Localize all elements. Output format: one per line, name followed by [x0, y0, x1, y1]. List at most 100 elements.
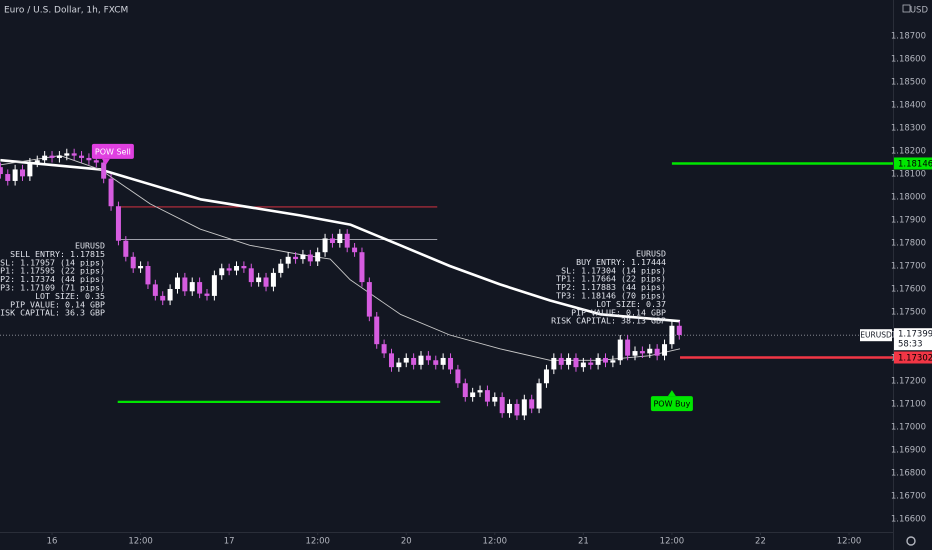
- candle-body: [573, 357, 579, 368]
- candle-body: [86, 157, 92, 161]
- y-tick-label: 1.16600: [891, 514, 926, 524]
- candle-body: [300, 254, 306, 260]
- candle-body: [359, 252, 365, 283]
- candle-body: [440, 357, 446, 365]
- candle-body: [248, 268, 254, 283]
- candle-body: [49, 155, 55, 158]
- signal-info: SELL ENTRY: 1.17815: [10, 249, 105, 259]
- level-tag: [894, 351, 932, 364]
- candle-body: [197, 282, 203, 294]
- candle-body: [617, 339, 623, 361]
- candle-body: [366, 282, 372, 317]
- countdown-label: 58:33: [898, 340, 923, 350]
- chart-title[interactable]: Euro / U.S. Dollar, 1h, FXCM: [4, 6, 128, 16]
- level-tag-label: 1.17302: [898, 354, 932, 364]
- symbol-tag-label: EURUSD: [860, 331, 892, 340]
- candle-body: [56, 155, 62, 158]
- gear[interactable]: [906, 536, 916, 546]
- candle-body: [558, 357, 564, 365]
- candle-body: [492, 397, 498, 402]
- x-tick-label: 21: [578, 537, 589, 547]
- signal-info: SL: 1.17957 (14 pips): [0, 257, 105, 267]
- candle-body: [5, 174, 11, 181]
- signal-info: PIP VALUE: 0.14 GBP: [10, 299, 105, 309]
- signal-info: LOT SIZE: 0.37: [596, 299, 666, 309]
- candle-body: [12, 169, 18, 181]
- candle-body: [403, 357, 409, 363]
- candle-body: [647, 348, 653, 354]
- candle-body: [602, 357, 608, 363]
- candle-body: [669, 325, 675, 345]
- candle-body: [388, 353, 394, 368]
- candle-body: [93, 160, 99, 163]
- signal-pointer: [101, 158, 110, 165]
- candle-body: [433, 360, 439, 365]
- candle-body: [462, 383, 468, 398]
- candle-body: [152, 284, 158, 296]
- candle-body: [654, 348, 660, 356]
- signal-label: POW Sell: [95, 147, 131, 156]
- currency-label[interactable]: USD: [910, 6, 929, 16]
- candle-body: [34, 160, 40, 163]
- signal-info: SL: 1.17304 (14 pips): [561, 265, 666, 275]
- signal-info: EURUSD: [75, 241, 105, 251]
- candle-body: [315, 252, 321, 262]
- candle-body: [499, 397, 505, 414]
- candle-body: [588, 362, 594, 365]
- candle-body: [610, 360, 616, 363]
- candle-body: [189, 282, 195, 292]
- y-tick-label: 1.16700: [891, 491, 926, 501]
- candle-body: [455, 369, 461, 384]
- candle-body: [226, 268, 232, 271]
- candle-body: [211, 275, 217, 296]
- signal-box: [91, 143, 134, 159]
- y-tick-label: 1.18200: [891, 147, 926, 157]
- signal-info: TP2: 1.17883 (44 pips): [556, 282, 666, 292]
- signal-info: RISK CAPITAL: 38.13 GBP: [551, 316, 666, 326]
- y-tick-label: 1.17000: [891, 422, 926, 432]
- candle-body: [145, 266, 151, 285]
- price-tag-label: 1.17399: [898, 330, 932, 340]
- candle-body: [182, 277, 188, 292]
- candle-body: [418, 355, 424, 365]
- candle-body: [543, 369, 549, 384]
- candle-body: [344, 233, 350, 248]
- candle-body: [470, 392, 476, 398]
- signal-info: TP1: 1.17595 (22 pips): [0, 266, 105, 276]
- candle-body: [595, 357, 601, 365]
- candle-body: [374, 316, 380, 345]
- x-tick-label: 16: [47, 537, 58, 547]
- x-tick-label: 12:00: [837, 537, 862, 547]
- signal-info: TP3: 1.18146 (70 pips): [556, 291, 666, 301]
- x-tick-label: 17: [224, 537, 235, 547]
- candle-body: [632, 351, 638, 356]
- x-tick-label: 22: [755, 537, 766, 547]
- x-tick-label: 12:00: [483, 537, 508, 547]
- candle-body: [241, 266, 247, 269]
- signal-label: POW Buy: [653, 400, 690, 409]
- y-tick-label: 1.18600: [891, 55, 926, 65]
- candle-body: [425, 355, 431, 361]
- candle-body: [529, 399, 535, 409]
- candle-body: [639, 351, 645, 354]
- moving-average: [0, 158, 681, 323]
- y-tick-label: 1.18700: [891, 32, 926, 42]
- scale-icon[interactable]: [902, 4, 911, 13]
- candle-body: [448, 357, 454, 370]
- candle-body: [167, 288, 173, 301]
- candle-body: [20, 169, 26, 177]
- y-tick-label: 1.17600: [891, 284, 926, 294]
- candle-body: [263, 277, 269, 287]
- signal-info: LOT SIZE: 0.35: [35, 291, 105, 301]
- candle-body: [580, 362, 586, 368]
- y-tick-label: 1.18100: [891, 170, 926, 180]
- settings-icon[interactable]: [906, 536, 916, 546]
- signal-info: TP3: 1.17109 (71 pips): [0, 283, 105, 293]
- candle-body: [27, 162, 33, 177]
- candle-body: [160, 295, 166, 301]
- candle-body: [71, 153, 77, 156]
- signal-info: RISK CAPITAL: 36.3 GBP: [0, 308, 105, 318]
- x-tick-label: 20: [401, 537, 412, 547]
- candle-body: [521, 399, 527, 416]
